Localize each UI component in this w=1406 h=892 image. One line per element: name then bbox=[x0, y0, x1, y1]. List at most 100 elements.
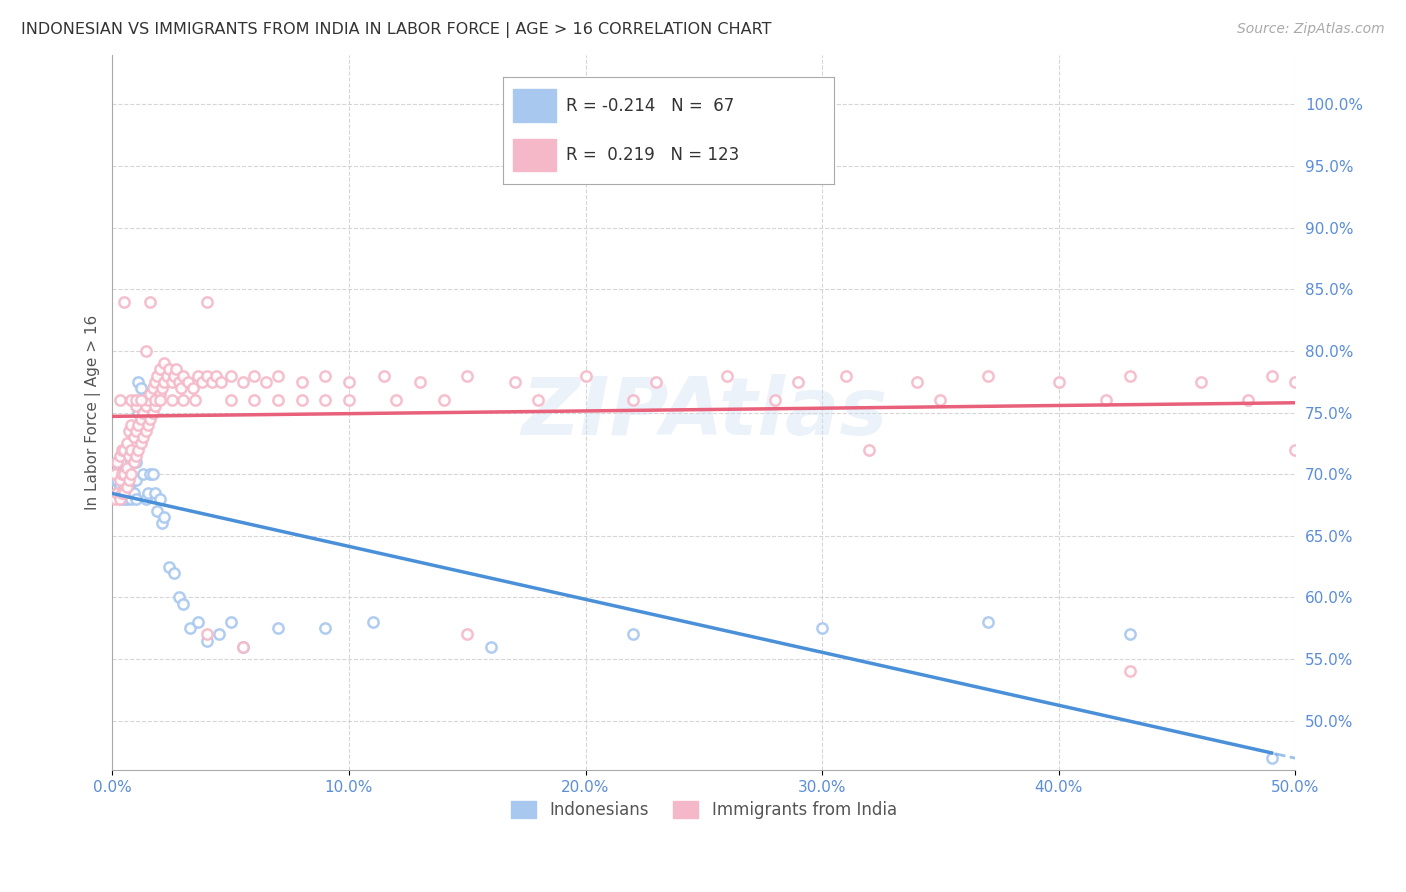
Point bbox=[195, 368, 218, 383]
Point bbox=[129, 381, 152, 395]
Point bbox=[337, 375, 360, 389]
Point bbox=[267, 368, 290, 383]
Point bbox=[142, 381, 165, 395]
Point bbox=[132, 406, 155, 420]
Point bbox=[132, 467, 155, 482]
Point bbox=[104, 474, 127, 488]
Text: INDONESIAN VS IMMIGRANTS FROM INDIA IN LABOR FORCE | AGE > 16 CORRELATION CHART: INDONESIAN VS IMMIGRANTS FROM INDIA IN L… bbox=[21, 22, 772, 38]
Point bbox=[149, 491, 172, 506]
Point bbox=[231, 640, 253, 654]
Point bbox=[143, 393, 166, 408]
Point bbox=[125, 455, 148, 469]
Point bbox=[1237, 393, 1260, 408]
Point bbox=[314, 393, 336, 408]
Point bbox=[170, 381, 193, 395]
Point bbox=[172, 393, 194, 408]
Point bbox=[136, 417, 159, 432]
Point bbox=[187, 615, 209, 629]
Point bbox=[125, 474, 148, 488]
Point bbox=[205, 368, 228, 383]
Point bbox=[149, 393, 172, 408]
Point bbox=[125, 491, 148, 506]
Point bbox=[905, 375, 928, 389]
Point bbox=[112, 479, 135, 493]
Point bbox=[208, 627, 231, 641]
Point bbox=[108, 491, 131, 506]
Point bbox=[112, 467, 135, 482]
Point bbox=[456, 627, 478, 641]
Point bbox=[149, 387, 172, 401]
Point bbox=[104, 491, 127, 506]
Point bbox=[291, 393, 314, 408]
Point bbox=[157, 559, 180, 574]
Point bbox=[127, 417, 149, 432]
Legend: Indonesians, Immigrants from India: Indonesians, Immigrants from India bbox=[503, 795, 904, 826]
Point bbox=[1095, 393, 1118, 408]
Point bbox=[763, 393, 786, 408]
Point bbox=[135, 491, 157, 506]
Point bbox=[291, 375, 314, 389]
Point bbox=[105, 485, 128, 500]
Point bbox=[120, 417, 142, 432]
Point bbox=[111, 467, 134, 482]
Point bbox=[112, 455, 135, 469]
Point bbox=[976, 368, 998, 383]
Point bbox=[108, 393, 131, 408]
Point bbox=[136, 485, 159, 500]
Point bbox=[314, 621, 336, 635]
Point bbox=[243, 368, 266, 383]
Point bbox=[120, 442, 142, 457]
Point bbox=[195, 627, 218, 641]
Text: Source: ZipAtlas.com: Source: ZipAtlas.com bbox=[1237, 22, 1385, 37]
Point bbox=[112, 491, 135, 506]
Point bbox=[153, 510, 176, 524]
Point bbox=[1118, 627, 1140, 641]
Point bbox=[146, 368, 169, 383]
Point bbox=[108, 491, 131, 506]
Point bbox=[112, 294, 135, 309]
Point bbox=[122, 474, 145, 488]
Point bbox=[118, 449, 141, 463]
Point bbox=[179, 621, 201, 635]
Point bbox=[150, 516, 173, 531]
Point bbox=[105, 455, 128, 469]
Point bbox=[243, 393, 266, 408]
Point bbox=[118, 449, 141, 463]
Point bbox=[118, 479, 141, 493]
Point bbox=[858, 442, 880, 457]
Point bbox=[105, 485, 128, 500]
Point bbox=[125, 400, 148, 414]
Point bbox=[115, 461, 138, 475]
Point bbox=[172, 368, 194, 383]
Point bbox=[105, 474, 128, 488]
Point bbox=[112, 485, 135, 500]
Point bbox=[167, 591, 190, 605]
Point bbox=[115, 479, 138, 493]
Point bbox=[122, 455, 145, 469]
Point bbox=[108, 474, 131, 488]
Point bbox=[181, 381, 204, 395]
Point bbox=[118, 474, 141, 488]
Point bbox=[139, 411, 162, 425]
Point bbox=[456, 368, 478, 383]
Point bbox=[811, 621, 834, 635]
Point bbox=[160, 375, 183, 389]
Point bbox=[105, 455, 128, 469]
Point bbox=[503, 375, 526, 389]
Point bbox=[115, 491, 138, 506]
Point bbox=[1284, 375, 1306, 389]
Point bbox=[125, 393, 148, 408]
Point bbox=[120, 467, 142, 482]
Point bbox=[143, 485, 166, 500]
Point bbox=[314, 368, 336, 383]
Point bbox=[143, 400, 166, 414]
Point bbox=[125, 449, 148, 463]
Point bbox=[645, 375, 668, 389]
Point bbox=[191, 375, 214, 389]
Point bbox=[165, 362, 187, 376]
Point bbox=[337, 393, 360, 408]
Point bbox=[112, 442, 135, 457]
Point bbox=[127, 406, 149, 420]
Point bbox=[716, 368, 738, 383]
Point bbox=[1189, 375, 1212, 389]
